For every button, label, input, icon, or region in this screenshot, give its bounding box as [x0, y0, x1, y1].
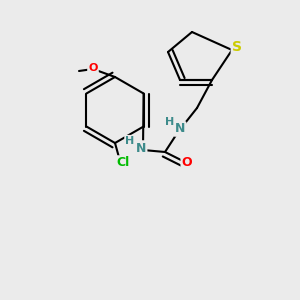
Text: H: H	[125, 136, 135, 146]
Text: N: N	[136, 142, 146, 154]
Text: O: O	[182, 155, 192, 169]
Text: O: O	[88, 63, 98, 73]
Text: H: H	[165, 117, 175, 127]
Text: Cl: Cl	[116, 157, 130, 169]
Text: S: S	[232, 40, 242, 54]
Text: N: N	[175, 122, 185, 136]
